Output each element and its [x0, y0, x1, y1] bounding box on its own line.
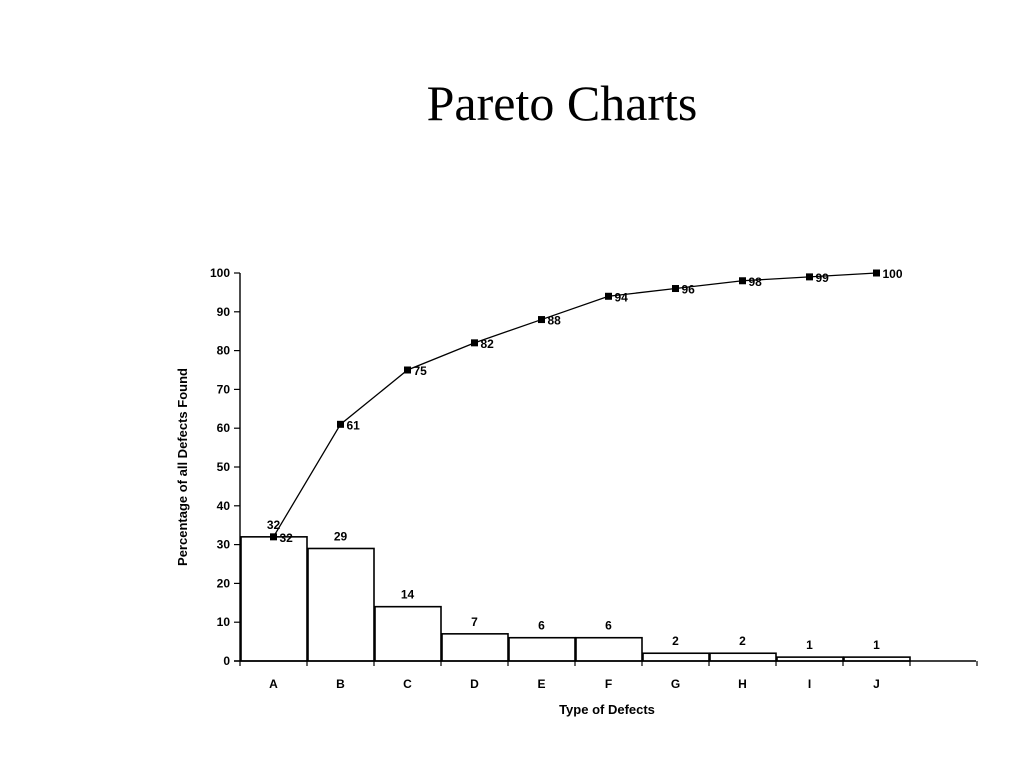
- bar-value-label-H: 2: [739, 634, 746, 648]
- y-tick-label-0: 0: [223, 654, 230, 668]
- cumulative-point-B: [337, 420, 344, 428]
- axes-layer: 0 10 20 30 40 50 60 70 80 90 100 A B C D E F G H I J: [210, 266, 978, 691]
- bars-layer: 32 29 14 7 6 6 2 2 1 1: [240, 518, 911, 662]
- cumulative-value-label-E: 88: [548, 314, 562, 328]
- cumulative-point-I: [806, 273, 813, 281]
- bar-value-label-B: 29: [334, 529, 348, 543]
- y-tick-label-90: 90: [217, 305, 231, 319]
- x-tick-label-I: I: [808, 677, 811, 691]
- y-tick-label-20: 20: [217, 576, 231, 590]
- bar-value-label-G: 2: [672, 634, 679, 648]
- x-tick-label-E: E: [537, 677, 545, 691]
- cumulative-value-label-B: 61: [347, 418, 361, 432]
- x-tick-label-J: J: [873, 677, 880, 691]
- bar-G: [642, 652, 710, 662]
- y-tick-label-70: 70: [217, 382, 231, 396]
- cumulative-value-label-J: 100: [883, 267, 903, 281]
- cumulative-point-C: [404, 366, 411, 374]
- bar-B: [307, 547, 375, 662]
- x-tick-label-C: C: [403, 677, 412, 691]
- bar-value-label-A: 32: [267, 518, 281, 532]
- x-tick-label-B: B: [336, 677, 345, 691]
- bar-value-label-I: 1: [806, 638, 813, 652]
- cumulative-line: [272, 272, 877, 538]
- y-tick-label-30: 30: [217, 538, 231, 552]
- bar-value-label-D: 7: [471, 615, 478, 629]
- bar-D: [441, 633, 509, 662]
- bar-value-label-J: 1: [873, 638, 880, 652]
- y-tick-label-80: 80: [217, 344, 231, 358]
- cumulative-value-label-H: 98: [749, 275, 763, 289]
- y-tick-label-40: 40: [217, 499, 231, 513]
- bar-value-label-E: 6: [538, 619, 545, 633]
- page-title: Pareto Charts: [426, 75, 698, 131]
- y-axis-title: Percentage of all Defects Found: [175, 368, 190, 566]
- y-tick-label-60: 60: [217, 421, 231, 435]
- x-tick-label-G: G: [671, 677, 680, 691]
- x-tick-label-F: F: [605, 677, 612, 691]
- cumulative-point-G: [672, 285, 679, 293]
- bar-E: [508, 636, 576, 662]
- cumulative-point-A: [270, 533, 277, 541]
- cumulative-value-label-F: 94: [615, 290, 629, 304]
- bar-value-label-C: 14: [401, 588, 415, 602]
- x-axis-title: Type of Defects: [559, 702, 655, 717]
- x-tick-label-D: D: [470, 677, 479, 691]
- cumulative-value-label-I: 99: [816, 271, 830, 285]
- cumulative-line-layer: 32 61 75 82 88 94 96 98 99 100: [270, 267, 903, 545]
- cumulative-point-E: [538, 316, 545, 324]
- bar-A: [240, 536, 308, 662]
- cumulative-value-label-A: 32: [280, 531, 294, 545]
- bar-H: [709, 652, 777, 662]
- cumulative-point-D: [471, 339, 478, 347]
- bar-C: [374, 605, 442, 662]
- x-tick-label-H: H: [738, 677, 747, 691]
- cumulative-value-label-D: 82: [481, 337, 495, 351]
- y-tick-label-10: 10: [217, 615, 231, 629]
- cumulative-point-H: [739, 277, 746, 285]
- y-tick-label-50: 50: [217, 460, 231, 474]
- bar-F: [575, 636, 643, 662]
- bar-value-label-F: 6: [605, 619, 612, 633]
- cumulative-value-label-C: 75: [414, 364, 428, 378]
- x-tick-label-A: A: [269, 677, 278, 691]
- cumulative-point-F: [605, 292, 612, 300]
- cumulative-point-J: [873, 269, 880, 277]
- y-tick-label-100: 100: [210, 266, 230, 280]
- cumulative-value-label-G: 96: [682, 283, 696, 297]
